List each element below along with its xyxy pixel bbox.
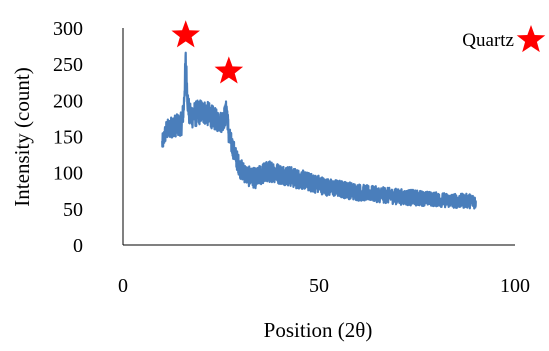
y-axis-title: Intensity (count) [10,67,34,206]
y-tick-label: 0 [73,235,83,257]
x-axis-title: Position (2θ) [264,318,373,342]
x-tick-label: 100 [500,275,530,297]
y-tick-label: 50 [63,199,83,221]
annotation-layer [171,20,244,84]
quartz-star-marker [171,20,200,48]
series-line [161,51,477,210]
y-tick-label: 300 [53,18,83,40]
legend-label-quartz: Quartz [462,30,514,51]
x-tick-label: 50 [309,275,329,297]
y-tick-label: 250 [53,54,83,76]
legend: Quartz [462,25,546,53]
legend-star-icon [516,25,546,53]
x-tick-label: 0 [118,275,128,297]
series-layer [161,51,477,210]
x-tick-labels: 0 50 100 [118,275,530,297]
quartz-star-marker [214,56,244,84]
y-tick-label: 200 [53,90,83,112]
y-tick-label: 150 [53,127,83,149]
y-tick-label: 100 [53,163,83,185]
y-tick-labels: 0 50 100 150 200 250 300 [53,18,83,257]
